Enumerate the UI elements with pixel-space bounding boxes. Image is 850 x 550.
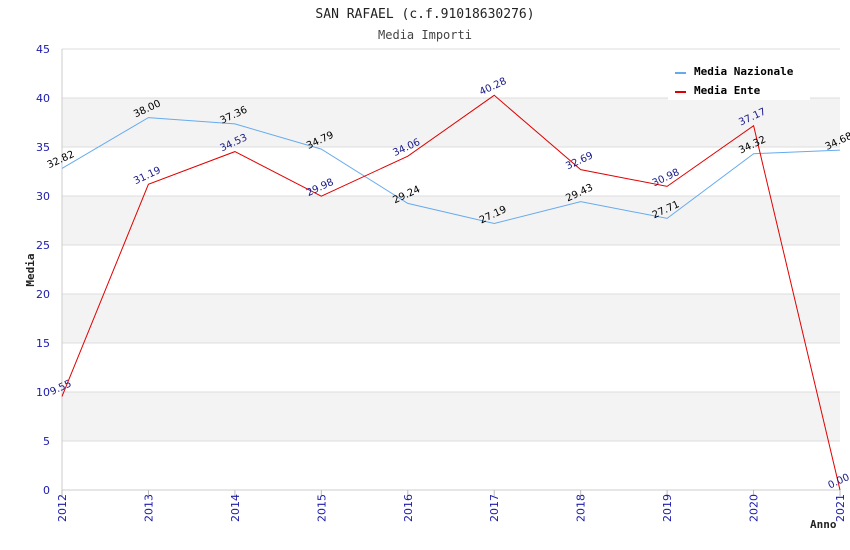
- data-label: 0.00: [827, 472, 850, 491]
- x-tick-label: 2018: [575, 494, 588, 522]
- grid-lines: [62, 48, 840, 491]
- x-tick-label: 2014: [229, 494, 242, 522]
- y-axis-title: Media: [24, 253, 37, 286]
- y-tick-label: 0: [43, 484, 50, 497]
- x-tick-label: 2017: [488, 494, 501, 522]
- y-tick-label: 25: [36, 239, 50, 252]
- y-tick-label: 10: [36, 386, 50, 399]
- x-tick-label: 2015: [315, 494, 328, 522]
- x-tick-label: 2020: [748, 494, 761, 522]
- x-tick-label: 2019: [661, 494, 674, 522]
- y-tick-label: 30: [36, 190, 50, 203]
- x-tick-label: 2021: [834, 494, 847, 522]
- axes: [61, 49, 841, 496]
- legend-label: Media Nazionale: [694, 65, 794, 78]
- y-tick-label: 35: [36, 141, 50, 154]
- series-line-media-nazionale: [61, 117, 841, 225]
- series-line-media-ente: [61, 94, 841, 491]
- x-tick-label: 2012: [56, 494, 69, 522]
- x-tick-label: 2013: [142, 494, 155, 522]
- y-tick-labels: 0 5 10 15 20 25 30 35 40 45: [36, 43, 50, 497]
- data-label: 31.19: [132, 165, 163, 187]
- y-tick-label: 40: [36, 92, 50, 105]
- grid-band: [62, 294, 840, 343]
- y-tick-label: 20: [36, 288, 50, 301]
- chart-subtitle: Media Importi: [378, 28, 472, 42]
- x-tick-labels: 2012 2013 2014 2015 2016 2017 2018 2019 2020 2021: [56, 494, 847, 522]
- data-label: 32.82: [46, 149, 77, 171]
- data-label: 40.28: [478, 76, 509, 98]
- y-tick-label: 45: [36, 43, 50, 56]
- legend-box: [668, 60, 810, 100]
- legend: Media Nazionale Media Ente: [668, 60, 810, 100]
- x-tick-label: 2016: [402, 494, 415, 522]
- y-tick-label: 5: [43, 435, 50, 448]
- chart-title: SAN RAFAEL (c.f.91018630276): [315, 7, 534, 22]
- legend-label: Media Ente: [694, 84, 761, 97]
- grid-band: [62, 392, 840, 441]
- grid-band: [62, 196, 840, 245]
- plot-background: [62, 98, 840, 441]
- y-tick-label: 15: [36, 337, 50, 350]
- x-axis-title: Anno: [810, 518, 837, 531]
- series-lines: [61, 94, 841, 491]
- grid-band: [62, 98, 840, 147]
